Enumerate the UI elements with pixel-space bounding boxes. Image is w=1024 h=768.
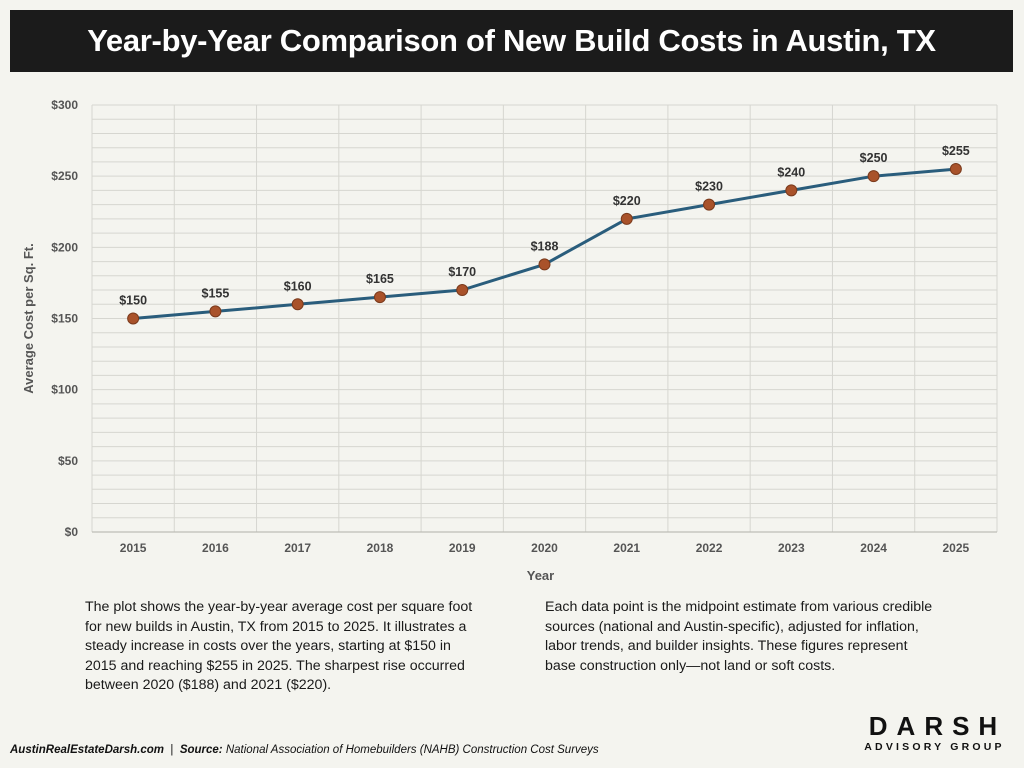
- data-point: [209, 305, 222, 318]
- y-tick-label: $0: [65, 525, 79, 539]
- logo-main: DARSH: [868, 711, 1007, 741]
- description-left: The plot shows the year-by-year average …: [85, 599, 473, 693]
- data-label: $155: [202, 286, 230, 300]
- data-label: $160: [284, 279, 312, 293]
- data-point: [538, 258, 551, 271]
- title-bar: Year-by-Year Comparison of New Build Cos…: [10, 10, 1013, 72]
- data-label: $230: [695, 180, 723, 194]
- data-point: [703, 198, 716, 211]
- x-tick-label: 2019: [449, 541, 476, 555]
- data-label: $240: [777, 165, 805, 179]
- chart-grid: [91, 104, 998, 533]
- data-label: $220: [613, 194, 641, 208]
- x-tick-label: 2020: [531, 541, 558, 555]
- data-point: [785, 184, 798, 197]
- x-tick-label: 2015: [120, 541, 147, 555]
- x-tick-label: 2016: [202, 541, 229, 555]
- y-tick-label: $50: [58, 454, 78, 468]
- x-tick-label: 2024: [860, 541, 887, 555]
- x-axis-title: Year: [527, 568, 554, 583]
- data-point: [949, 163, 962, 176]
- chart-series: [127, 163, 962, 325]
- y-tick-label: $250: [51, 169, 78, 183]
- line-chart: $0 $50 $100 $150 $200 $250 $300 2015 2016 2017 201…: [21, 98, 998, 583]
- data-point: [620, 212, 633, 225]
- x-tick-label: 2018: [367, 541, 394, 555]
- x-tick-label: 2023: [778, 541, 805, 555]
- y-tick-label: $300: [51, 98, 78, 112]
- data-label: $170: [448, 265, 476, 279]
- chart-axes: $0 $50 $100 $150 $200 $250 $300 2015 2016 2017 201…: [21, 98, 997, 583]
- data-label: $150: [119, 294, 147, 308]
- logo-sub: ADVISORY GROUP: [864, 741, 1005, 753]
- y-tick-label: $200: [51, 240, 78, 254]
- x-tick-label: 2025: [943, 541, 970, 555]
- y-tick-label: $100: [51, 383, 78, 397]
- data-label: $255: [942, 144, 970, 158]
- data-point: [373, 291, 386, 304]
- data-label: $165: [366, 272, 394, 286]
- data-point: [456, 284, 469, 297]
- data-label: $188: [531, 239, 559, 253]
- x-tick-label: 2017: [284, 541, 311, 555]
- footer-source-text: National Association of Homebuilders (NA…: [225, 744, 599, 756]
- data-point: [291, 298, 304, 311]
- x-tick-label: 2021: [613, 541, 640, 555]
- chart-labels: $150 $155 $160 $165 $170 $188 $220 $230 $240 $250…: [119, 144, 970, 307]
- x-tick-label: 2022: [696, 541, 723, 555]
- company-logo: DARSH ADVISORY GROUP: [858, 712, 1008, 754]
- y-axis-title: Average Cost per Sq. Ft.: [21, 243, 36, 394]
- footer: AustinRealEstateDarsh.com | Source: Nati…: [10, 744, 599, 756]
- y-tick-label: $150: [51, 312, 78, 326]
- description-right: Each data point is the midpoint estimate…: [545, 599, 933, 674]
- footer-source-label: Source:: [179, 744, 223, 756]
- data-point: [867, 170, 880, 183]
- page-title: Year-by-Year Comparison of New Build Cos…: [87, 23, 936, 58]
- footer-site: AustinRealEstateDarsh.com: [10, 744, 165, 756]
- data-point: [127, 312, 140, 325]
- footer-separator: |: [170, 744, 174, 756]
- data-label: $250: [860, 151, 888, 165]
